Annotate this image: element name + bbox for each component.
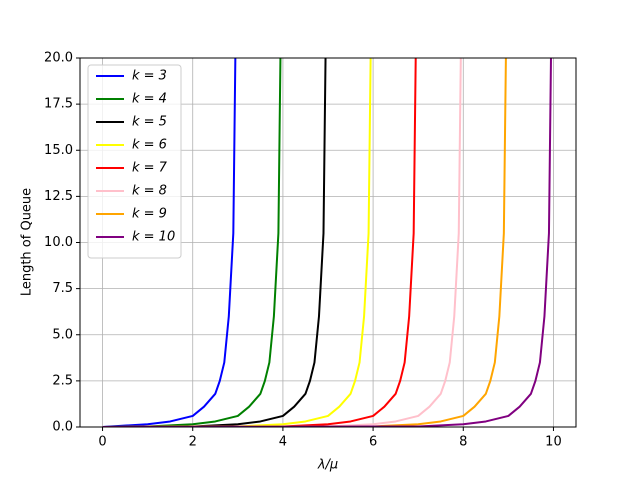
y-axis-label: Length of Queue [20,188,35,296]
line-series [102,58,417,427]
legend-label: k = 7 [132,161,168,176]
legend-label: k = 4 [132,92,167,107]
line-series [102,58,282,427]
x-tick-label: 8 [459,435,467,450]
legend-label: k = 5 [132,115,167,130]
line-series [102,58,462,427]
ticks: 0 2 4 6 8 10 0.0 2.5 5.0 7.5 10.0 12.5 15.0 17.5 20.0 [44,51,562,450]
x-tick-label: 0 [98,435,106,450]
legend-label: k = 9 [132,207,167,222]
legend-label: k = 10 [132,230,175,245]
y-tick-label: 0.0 [52,420,73,435]
y-tick-label: 17.5 [44,97,73,112]
plot-area [102,58,552,427]
y-tick-label: 7.5 [52,281,73,296]
y-tick-label: 20.0 [44,51,73,66]
line-series [102,58,507,427]
legend-label: k = 6 [132,138,167,153]
x-tick-label: 10 [545,435,562,450]
y-tick-label: 10.0 [44,235,73,250]
legend-label: k = 8 [132,184,167,199]
line-series [102,58,552,427]
x-axis-label: λ/μ [317,458,338,473]
y-tick-label: 15.0 [44,143,73,158]
x-tick-label: 4 [279,435,287,450]
legend: k = 3 k = 4 k = 5 k = 6 k = 7 k = 8 k = 9 k = 1… [87,64,182,259]
line-series [102,58,237,427]
y-tick-label: 2.5 [52,373,73,388]
x-tick-label: 6 [369,435,377,450]
y-tick-label: 12.5 [44,189,73,204]
legend-label: k = 3 [132,69,167,84]
line-series [102,58,372,427]
x-tick-label: 2 [189,435,197,450]
line-series [102,58,327,427]
legend-box [87,64,182,259]
y-tick-label: 5.0 [52,327,73,342]
